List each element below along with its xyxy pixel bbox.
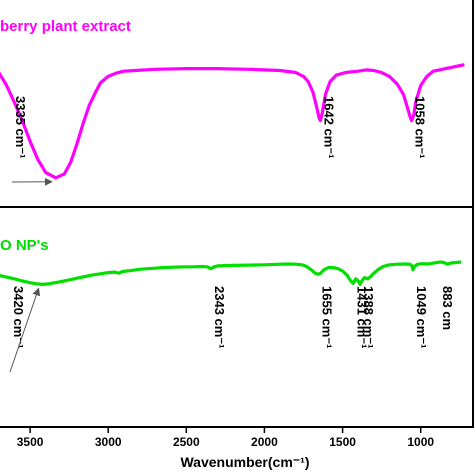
peak-label-1-3: 1431 cm⁻¹ [354,286,369,349]
x-tick-label-3: 2000 [251,435,278,449]
x-tick-label-5: 1000 [407,435,434,449]
panel-top-plot: 3335 cm⁻¹ 1642 cm⁻¹ 1058 cm⁻¹ [0,63,465,186]
peak-arrow-1 [9,287,41,373]
x-tick-label-1: 3000 [95,435,122,449]
peak-label-0-1: 1642 cm⁻¹ [321,96,336,159]
panel-bottom-frame [0,206,474,428]
peak-label-1-1: 2343 cm⁻¹ [212,286,227,349]
peak-label-0-2: 1058 cm⁻¹ [413,96,428,159]
peak-label-1-5: 1049 cm⁻¹ [414,286,429,349]
panel-top: berry plant extract 3335 cm⁻¹ 1642 cm⁻¹ 10… [0,0,474,208]
spectrum-line-0 [0,63,465,180]
x-tick-label-2: 2500 [173,435,200,449]
spectrum-line-1 [0,260,462,286]
peak-label-1-6: 883 cm [440,286,455,330]
peak-label-1-0: 3420 cm⁻¹ [11,286,26,349]
x-tick-label-0: 3500 [17,435,44,449]
peak-label-1-2: 1655 cm⁻¹ [319,286,334,349]
peak-label-1-4: 1388 cm⁻¹ [361,286,376,349]
panel-bottom-title: O NP's [0,237,49,254]
x-tick-label-4: 1500 [329,435,356,449]
panel-bottom: O NP's 3420 cm⁻¹ 2343 cm⁻¹ 1655 cm⁻¹ 1431 c… [0,206,474,428]
panel-bottom-plot: 3420 cm⁻¹ 2343 cm⁻¹ 1655 cm⁻¹ 1431 cm⁻¹1388… [0,260,462,373]
panel-top-title: berry plant extract [0,18,131,35]
x-axis-label: Wavenumber(cm⁻¹) [180,454,309,470]
x-axis: 3500 3000 2500 2000 1500 1000 [17,427,434,449]
peak-label-0-0: 3335 cm⁻¹ [13,96,28,159]
